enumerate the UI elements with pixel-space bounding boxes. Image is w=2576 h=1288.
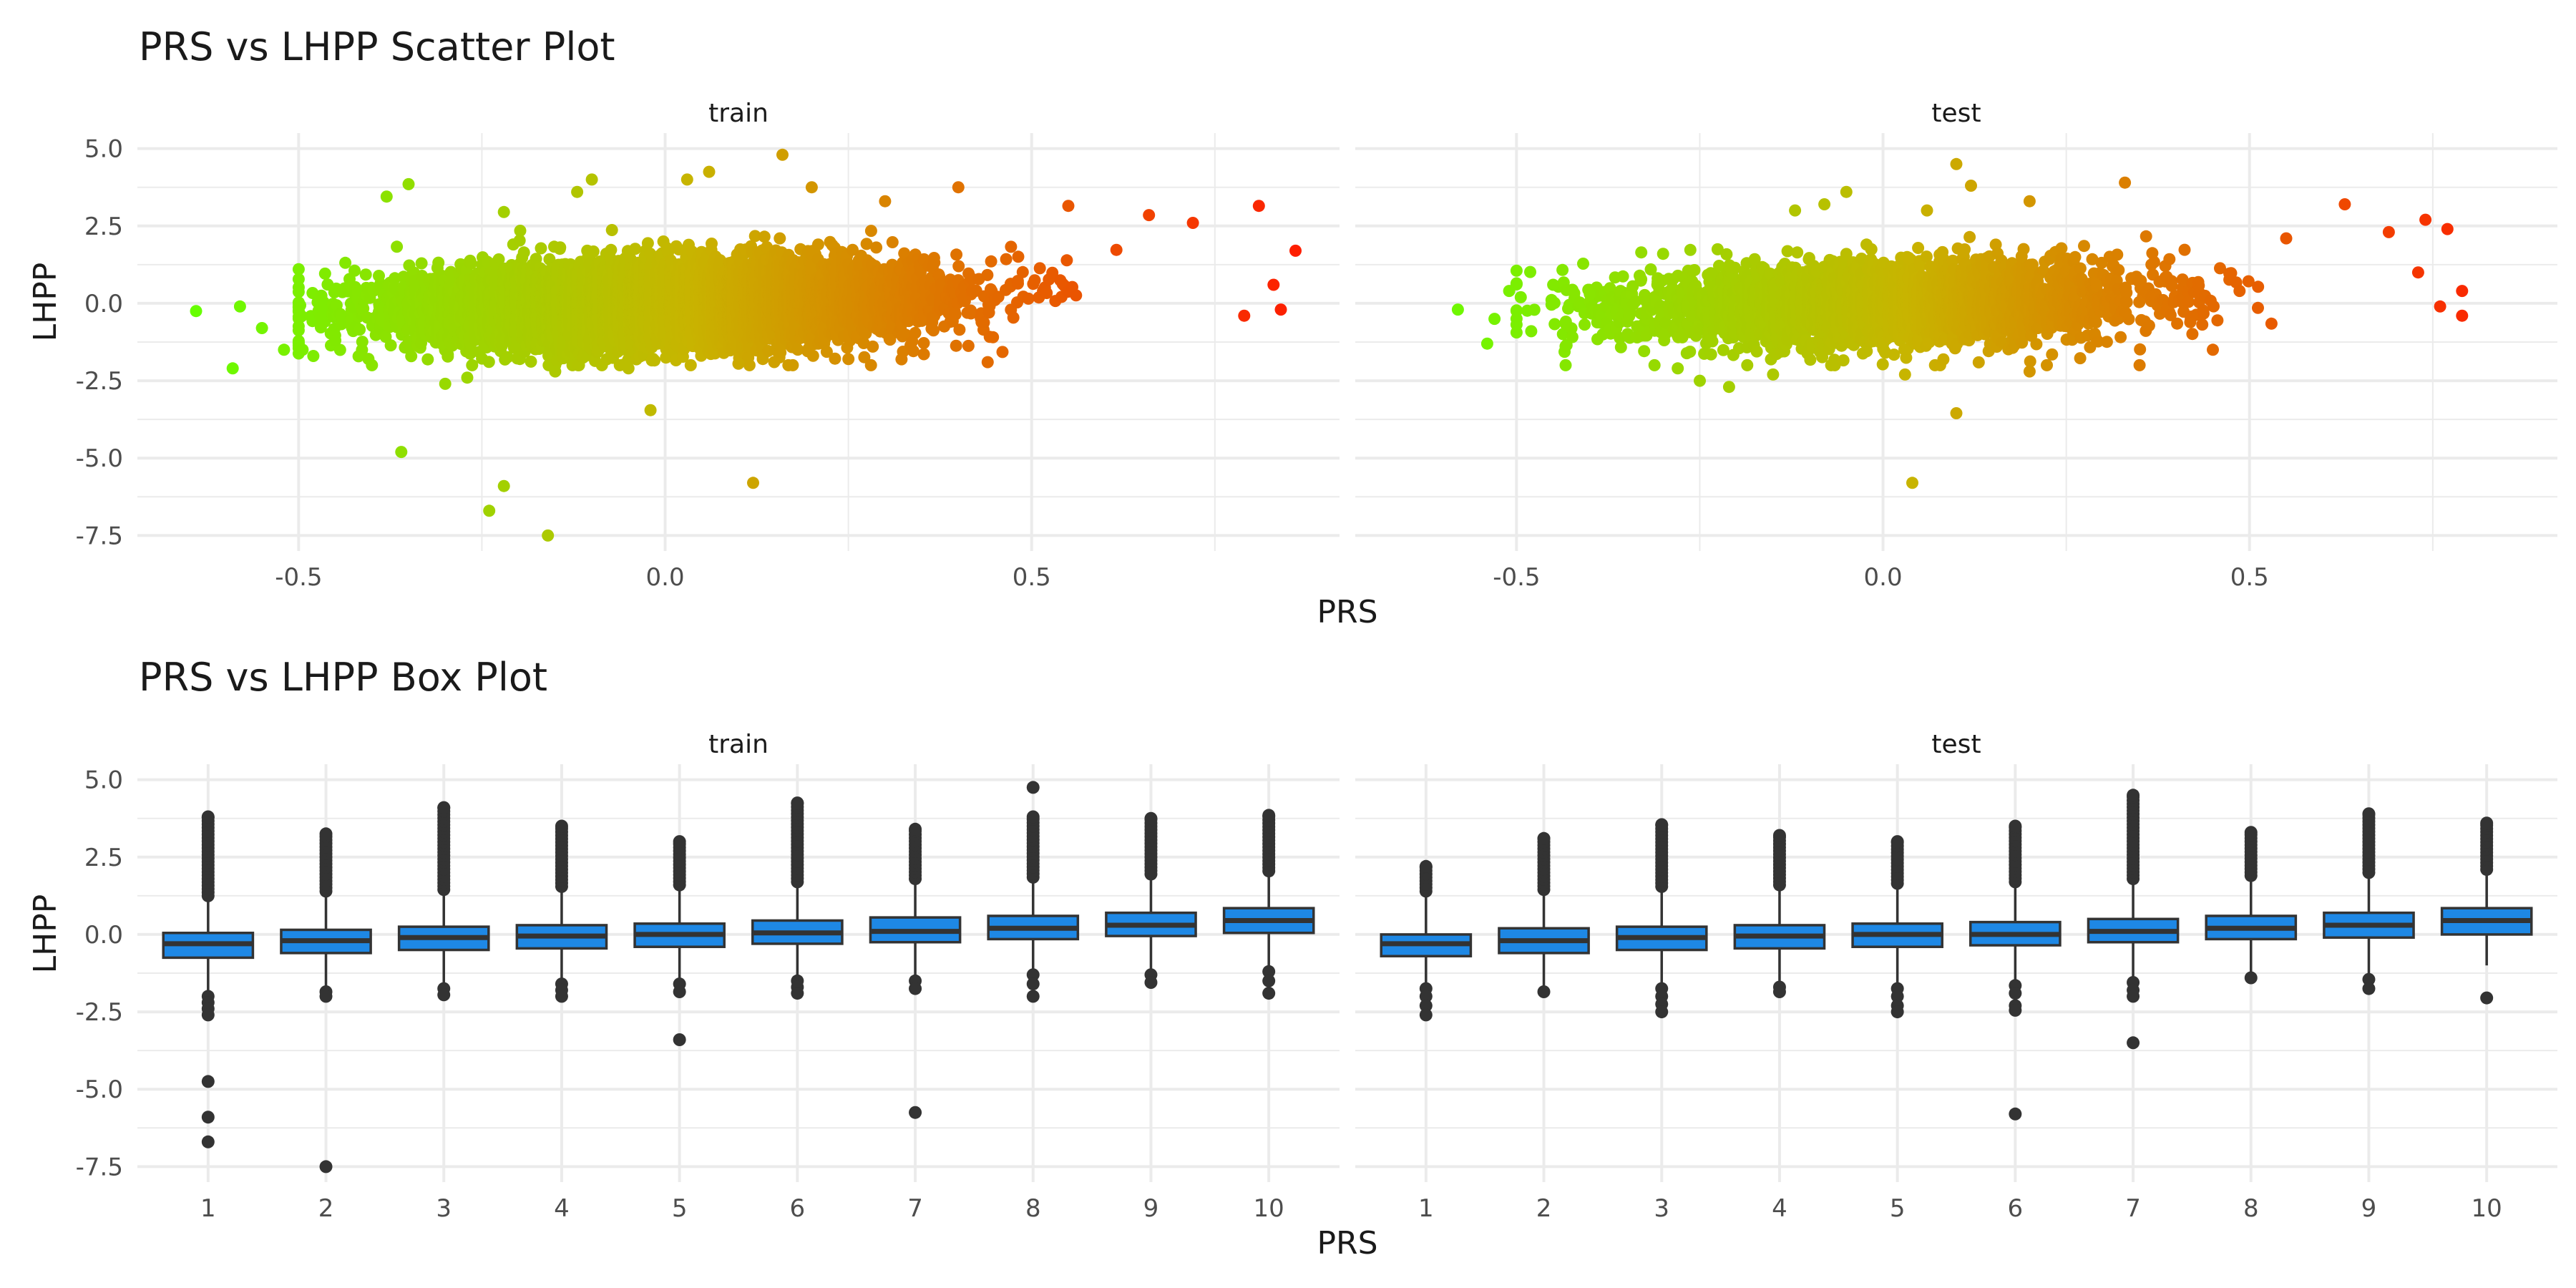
scatter-facet-label-test: test	[1931, 99, 1981, 128]
scatter-point	[464, 347, 477, 360]
scatter-panel-train	[137, 133, 1340, 551]
scatter-point	[353, 323, 366, 336]
scatter-point	[482, 356, 495, 369]
scatter-point	[296, 310, 308, 323]
scatter-point	[335, 318, 348, 331]
scatter-point	[605, 243, 618, 256]
scatter-point	[294, 299, 306, 312]
scatter-point	[348, 264, 361, 277]
scatter-facet-label-train: train	[708, 99, 769, 128]
scatter-point	[318, 267, 331, 280]
scatter-point	[432, 256, 445, 269]
scatter-point	[339, 256, 352, 269]
scatter-point	[648, 354, 661, 367]
scatter-point	[517, 246, 530, 259]
scatter-point	[501, 351, 514, 364]
scatter-point	[359, 268, 372, 281]
scatter-point	[384, 339, 397, 352]
scatter-point	[391, 240, 404, 253]
scatter-point	[466, 358, 479, 371]
scatter-point	[296, 343, 309, 356]
scatter-point	[587, 245, 600, 258]
scatter-point	[554, 241, 567, 254]
scatter-point	[641, 237, 654, 250]
scatter-point	[333, 343, 346, 356]
scatter-plot-title: PRS vs LHPP Scatter Plot	[139, 24, 615, 69]
scatter-point	[421, 353, 434, 366]
scatter-point	[525, 355, 537, 368]
scatter-point	[492, 253, 505, 265]
scatter-point	[292, 286, 305, 298]
scatter-point	[335, 309, 348, 322]
scatter-point	[464, 257, 477, 270]
scatter-point	[629, 243, 642, 255]
scatter-point	[514, 225, 527, 237]
scatter-point	[292, 263, 305, 275]
scatter-point	[535, 242, 547, 255]
scatter-point	[513, 234, 526, 247]
scatter-point	[415, 257, 428, 270]
scatter-point	[405, 350, 418, 363]
scatter-point	[356, 336, 369, 348]
scatter-point	[605, 224, 618, 236]
